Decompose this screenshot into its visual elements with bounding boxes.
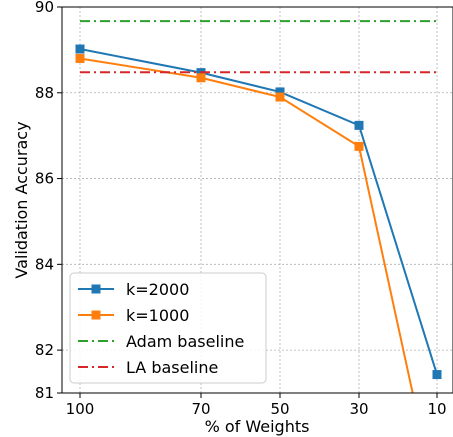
legend: k=2000 k=1000 Adam baseline LA baseline (69, 272, 267, 384)
legend-box (69, 272, 267, 384)
k-1000-point (75, 53, 85, 63)
legend-label-la-baseline: LA baseline (126, 358, 218, 377)
k-1000-point (275, 92, 285, 102)
x-tick-label: 70 (191, 400, 210, 418)
x-axis-label: % of Weights (205, 417, 310, 436)
k-2000-point (75, 44, 85, 54)
x-tick-label: 50 (270, 400, 289, 418)
plot-frame (61, 6, 453, 394)
k-1000-point (196, 73, 206, 83)
ticks: 81 82 84 86 88 90 100 70 50 30 10 (35, 0, 447, 418)
y-tick-label: 84 (35, 255, 54, 273)
k-2000-point (275, 87, 285, 97)
legend-marker-k-2000 (91, 284, 101, 294)
k-2000-point (354, 120, 364, 130)
y-axis-label: Validation Accuracy (12, 121, 31, 278)
x-tick-label: 100 (66, 400, 95, 418)
legend-label-k-2000: k=2000 (126, 280, 189, 299)
legend-label-k-1000: k=1000 (126, 306, 189, 325)
legend-marker-k-1000 (91, 310, 101, 320)
y-tick-label: 90 (35, 0, 54, 16)
y-tick-label: 81 (35, 384, 54, 402)
k-2000-point (432, 370, 442, 380)
x-tick-label: 30 (349, 400, 368, 418)
k-1000-point (354, 141, 364, 151)
y-tick-label: 82 (35, 341, 54, 359)
y-tick-label: 88 (35, 84, 54, 102)
y-tick-label: 86 (35, 170, 54, 188)
legend-label-adam-baseline: Adam baseline (126, 332, 244, 351)
x-tick-label: 10 (427, 400, 446, 418)
k-1000-point (409, 392, 419, 393)
series-layer (75, 20, 442, 393)
